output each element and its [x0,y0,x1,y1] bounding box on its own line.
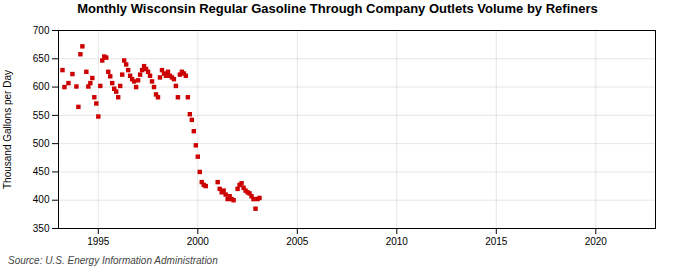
svg-text:650: 650 [33,53,50,64]
svg-text:2005: 2005 [286,236,309,247]
svg-text:1995: 1995 [87,236,110,247]
svg-text:350: 350 [33,223,50,234]
svg-text:Thousand Gallons per Day: Thousand Gallons per Day [2,70,13,189]
svg-text:2000: 2000 [187,236,210,247]
svg-text:500: 500 [33,138,50,149]
svg-text:550: 550 [33,110,50,121]
svg-text:2015: 2015 [485,236,508,247]
svg-text:2020: 2020 [585,236,608,247]
svg-text:400: 400 [33,194,50,205]
svg-text:700: 700 [33,25,50,36]
html-text:Monthly Wisconsin Regular Gaso: Monthly Wisconsin Regular Gasoline Throu… [77,1,598,16]
svg-text:600: 600 [33,81,50,92]
svg-text:450: 450 [33,166,50,177]
svg-text:2010: 2010 [386,236,409,247]
html-text:Source: U.S. Energy Informatio: Source: U.S. Energy Information Administ… [8,255,218,266]
